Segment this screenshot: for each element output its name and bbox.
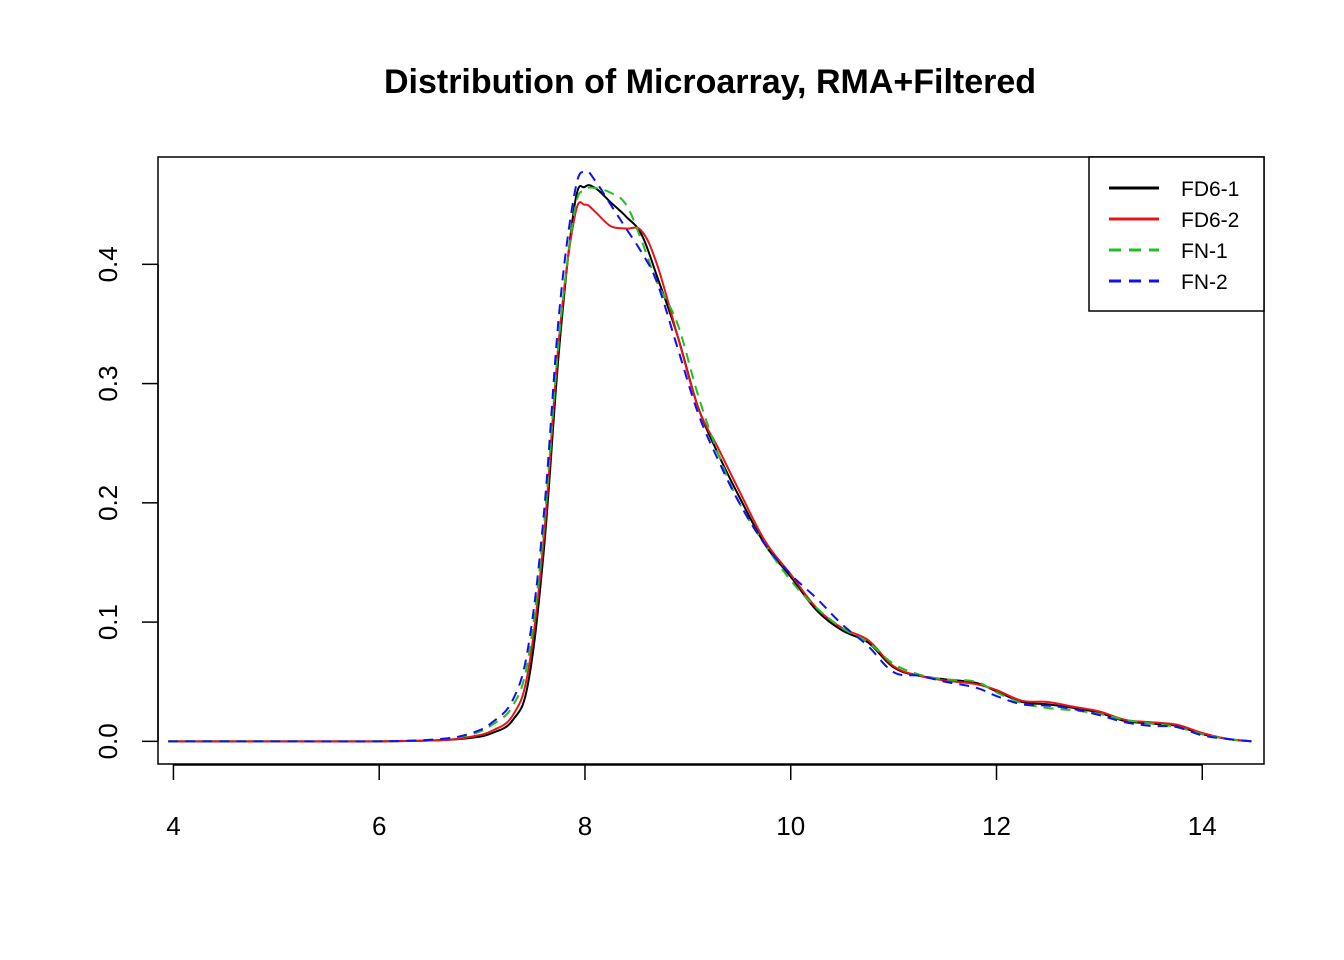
y-tick-label: 0.3 [93,366,123,402]
y-tick-label: 0.1 [93,604,123,640]
y-axis: 0.0 0.1 0.2 0.3 0.4 [93,246,159,759]
x-tick-label: 12 [982,811,1011,841]
series-line-fn-1 [168,186,1252,743]
y-tick-label: 0.0 [93,723,123,759]
legend-box [1088,156,1265,312]
legend-label-fn-2: FN-2 [1181,271,1228,294]
x-tick-label: 10 [776,811,805,841]
legend-label-fd6-2: FD6-2 [1181,209,1239,232]
x-tick-label: 6 [372,811,386,841]
chart-title: Distribution of Microarray, RMA+Filtered [384,63,1036,101]
y-tick-label: 0.4 [93,246,123,282]
series-line-fd6-2 [168,201,1252,743]
x-axis: 4 6 8 10 12 14 [166,764,1217,841]
series-lines [168,169,1252,743]
y-tick-label: 0.2 [93,485,123,521]
legend-label-fd6-1: FD6-1 [1181,178,1239,201]
x-tick-label: 4 [166,811,180,841]
legend-label-fn-1: FN-1 [1181,240,1228,263]
x-tick-label: 8 [578,811,592,841]
x-tick-label: 14 [1188,811,1217,841]
legend: FD6-1 FD6-2 FN-1 FN-2 [1088,156,1265,312]
series-line-fn-2 [168,169,1252,743]
